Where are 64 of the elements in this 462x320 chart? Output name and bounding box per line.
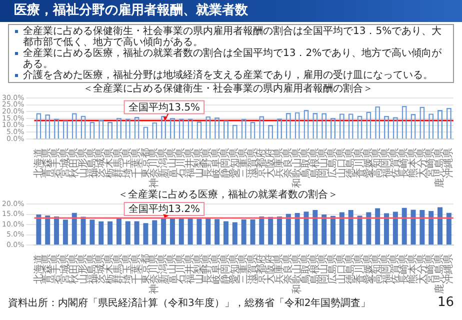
- text: 16: [437, 295, 454, 310]
- text: 医療，福祉分野の雇用者報酬、就業者数: [0, 0, 462, 22]
- bar: [241, 219, 246, 244]
- bar: [134, 221, 140, 244]
- x-tick-label: 滋賀県: [246, 254, 258, 284]
- text: 介護を含めた医療，福祉分野は地域経済を支える産業であり，雇用の受け皿になっている。: [23, 70, 433, 81]
- bar: [98, 221, 104, 244]
- bar: [268, 216, 274, 244]
- bar: [410, 210, 416, 244]
- bar: [188, 218, 193, 244]
- bar: [366, 212, 372, 244]
- bar: [294, 213, 300, 244]
- bar: [428, 210, 434, 244]
- x-tick-label: 滋賀県: [246, 148, 258, 178]
- bar: [90, 220, 95, 244]
- bar: [357, 216, 362, 244]
- bar: [322, 214, 327, 244]
- bar: [116, 218, 122, 244]
- x-tick-label: 山形県: [76, 254, 89, 284]
- bar: [446, 212, 452, 244]
- bar: [259, 216, 264, 244]
- x-tick-label: 愛知県: [228, 148, 240, 178]
- bar: [196, 218, 202, 244]
- ref-line-label: 全国平均13.2%: [128, 203, 200, 216]
- bar: [45, 215, 50, 244]
- bar: [304, 212, 309, 244]
- bar: [108, 221, 113, 244]
- ref-line-label: 全国平均13.5%: [128, 101, 200, 114]
- chart-title: ＜全産業に占める保健衛生・社会事業の県内雇用者報酬の割合＞: [83, 82, 373, 95]
- bar: [143, 223, 148, 244]
- bar: [178, 218, 184, 244]
- chart-title: ＜全産業に占める医療，福祉の就業者数の割合＞: [118, 188, 338, 201]
- x-tick-label: 山形県: [76, 148, 89, 178]
- bar: [348, 210, 354, 244]
- bar: [223, 221, 228, 244]
- bar: [402, 208, 407, 244]
- bar: [250, 219, 256, 244]
- bar: [206, 218, 211, 244]
- bar: [152, 220, 158, 244]
- bar: [232, 222, 238, 244]
- bar: [170, 218, 175, 244]
- bar: [420, 210, 425, 244]
- bar: [276, 216, 282, 244]
- text: 全産業に占める保健衛生・社会事業の県内雇用者報酬の割合は全国平均で13．5%であり、大都市部で低く、地方で高い傾向がある。: [23, 26, 443, 48]
- text: 資料出所：内閣府「県民経済計算（令和3年度）」，総務省「令和2年国勢調査」: [8, 296, 371, 310]
- bar: [125, 221, 130, 244]
- text: 全産業に占める医療，福祉の就業者数の割合は全国平均で13．2%であり、地方で高い傾向がある。: [23, 48, 443, 70]
- bar: [330, 216, 336, 244]
- x-tick-label: 沖縄県: [442, 148, 455, 178]
- bar: [312, 210, 318, 244]
- bar: [384, 213, 390, 244]
- bar: [62, 220, 68, 244]
- bar: [54, 216, 60, 244]
- bar: [392, 212, 398, 244]
- bar: [339, 212, 344, 244]
- bar: [72, 212, 77, 244]
- x-tick-label: 愛知県: [228, 254, 240, 284]
- bar: [286, 214, 291, 244]
- bar: [80, 216, 86, 244]
- bar: [438, 207, 443, 244]
- bar: [375, 208, 380, 244]
- bar: [36, 214, 42, 244]
- bar: [214, 219, 220, 244]
- x-tick-label: 沖縄県: [442, 254, 455, 284]
